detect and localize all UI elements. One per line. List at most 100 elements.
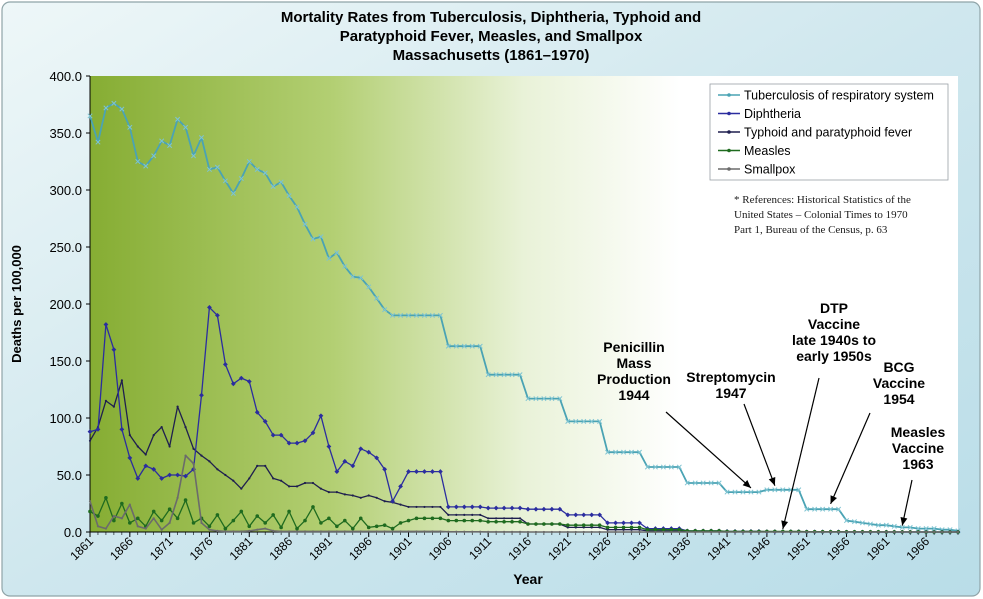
- series-point: [525, 506, 531, 512]
- series-point: [399, 530, 402, 533]
- series-point: [326, 444, 332, 449]
- annotation-arrowhead: [742, 480, 751, 488]
- series-point: [374, 295, 380, 301]
- series-point: [851, 519, 858, 525]
- series-point: [469, 504, 475, 510]
- series-point: [662, 530, 665, 534]
- series-point: [915, 526, 921, 532]
- series-point: [359, 530, 362, 533]
- annotation-arrow: [743, 403, 776, 486]
- y-axis-label: Deaths per 100,000: [9, 245, 24, 363]
- series-point: [470, 518, 475, 523]
- series-point: [127, 124, 133, 130]
- y-tick-label: 300.0: [49, 183, 82, 198]
- series-point: [573, 418, 579, 424]
- title-line: Massachusetts (1861–1970): [393, 47, 590, 64]
- series-point: [302, 438, 308, 444]
- series-point: [573, 512, 579, 518]
- series-point: [144, 527, 147, 530]
- series-point: [422, 469, 427, 474]
- series-point: [423, 530, 426, 533]
- series-point: [399, 503, 402, 506]
- series-point: [327, 516, 331, 521]
- series-point: [159, 476, 165, 481]
- series-point: [581, 523, 586, 527]
- series-point: [398, 484, 403, 489]
- series-point: [462, 518, 467, 523]
- series-point: [254, 166, 260, 173]
- series-point: [813, 530, 816, 534]
- series-point: [486, 519, 490, 524]
- series-point: [605, 525, 610, 530]
- series-point: [120, 379, 123, 382]
- series-point: [95, 139, 101, 145]
- annotation-text: Penicillin: [603, 339, 664, 355]
- series-point: [96, 525, 100, 528]
- series-point: [407, 530, 410, 533]
- series-point: [772, 487, 778, 493]
- series-point: [423, 505, 426, 509]
- series-point: [302, 221, 308, 227]
- series-point: [574, 530, 577, 534]
- series-point: [430, 469, 435, 474]
- series-point: [286, 193, 292, 199]
- series-point: [518, 530, 522, 533]
- series-point: [702, 530, 705, 534]
- series-point: [191, 521, 196, 525]
- series-point: [151, 153, 157, 159]
- annotation-text: 1947: [715, 385, 746, 401]
- series-point: [214, 164, 220, 170]
- series-point: [167, 142, 173, 149]
- series-point: [175, 516, 180, 521]
- series-point: [176, 496, 179, 499]
- series-point: [303, 481, 307, 485]
- series-point: [628, 449, 635, 455]
- series-point: [270, 184, 276, 190]
- series-point: [859, 520, 865, 526]
- series-point: [159, 138, 165, 144]
- series-point: [311, 481, 315, 485]
- series-point: [248, 529, 251, 532]
- series-point: [366, 525, 371, 530]
- series-point: [232, 530, 235, 533]
- series-point: [405, 312, 412, 318]
- series-point: [525, 396, 531, 402]
- series-point: [262, 170, 268, 176]
- series-point: [192, 447, 195, 450]
- series-point: [853, 530, 856, 534]
- series-point: [598, 530, 601, 534]
- series-point: [239, 509, 244, 514]
- series-point: [471, 513, 474, 517]
- series-point: [303, 518, 307, 523]
- annotation-arrow: [665, 411, 752, 489]
- annotation-text: Vaccine: [808, 316, 860, 332]
- series-point: [437, 312, 443, 318]
- series-point: [144, 453, 147, 456]
- chart-title: Mortality Rates from Tuberculosis, Dipht…: [281, 9, 701, 64]
- series-point: [597, 512, 603, 518]
- series-point: [541, 506, 547, 512]
- series-point: [327, 491, 330, 494]
- title-line: Paratyphoid Fever, Measles, and Smallpox: [340, 28, 643, 45]
- series-point: [550, 530, 553, 534]
- series-point: [621, 525, 626, 530]
- series-point: [549, 506, 555, 512]
- series-point: [358, 275, 364, 281]
- series-point: [406, 518, 411, 523]
- series-point: [415, 530, 418, 533]
- series-point: [534, 522, 538, 526]
- annotation-text: 1963: [902, 456, 933, 472]
- series-point: [351, 494, 354, 497]
- series-point: [534, 530, 538, 534]
- series-point: [207, 305, 212, 310]
- series-point: [383, 500, 386, 503]
- series-point: [891, 523, 897, 529]
- series-point: [232, 479, 235, 482]
- annotation-text: early 1950s: [796, 348, 872, 364]
- series-point: [160, 528, 163, 531]
- series-point: [526, 522, 530, 526]
- series-point: [574, 526, 577, 529]
- series-point: [88, 500, 92, 503]
- series-point: [430, 516, 435, 521]
- series-point: [645, 527, 650, 532]
